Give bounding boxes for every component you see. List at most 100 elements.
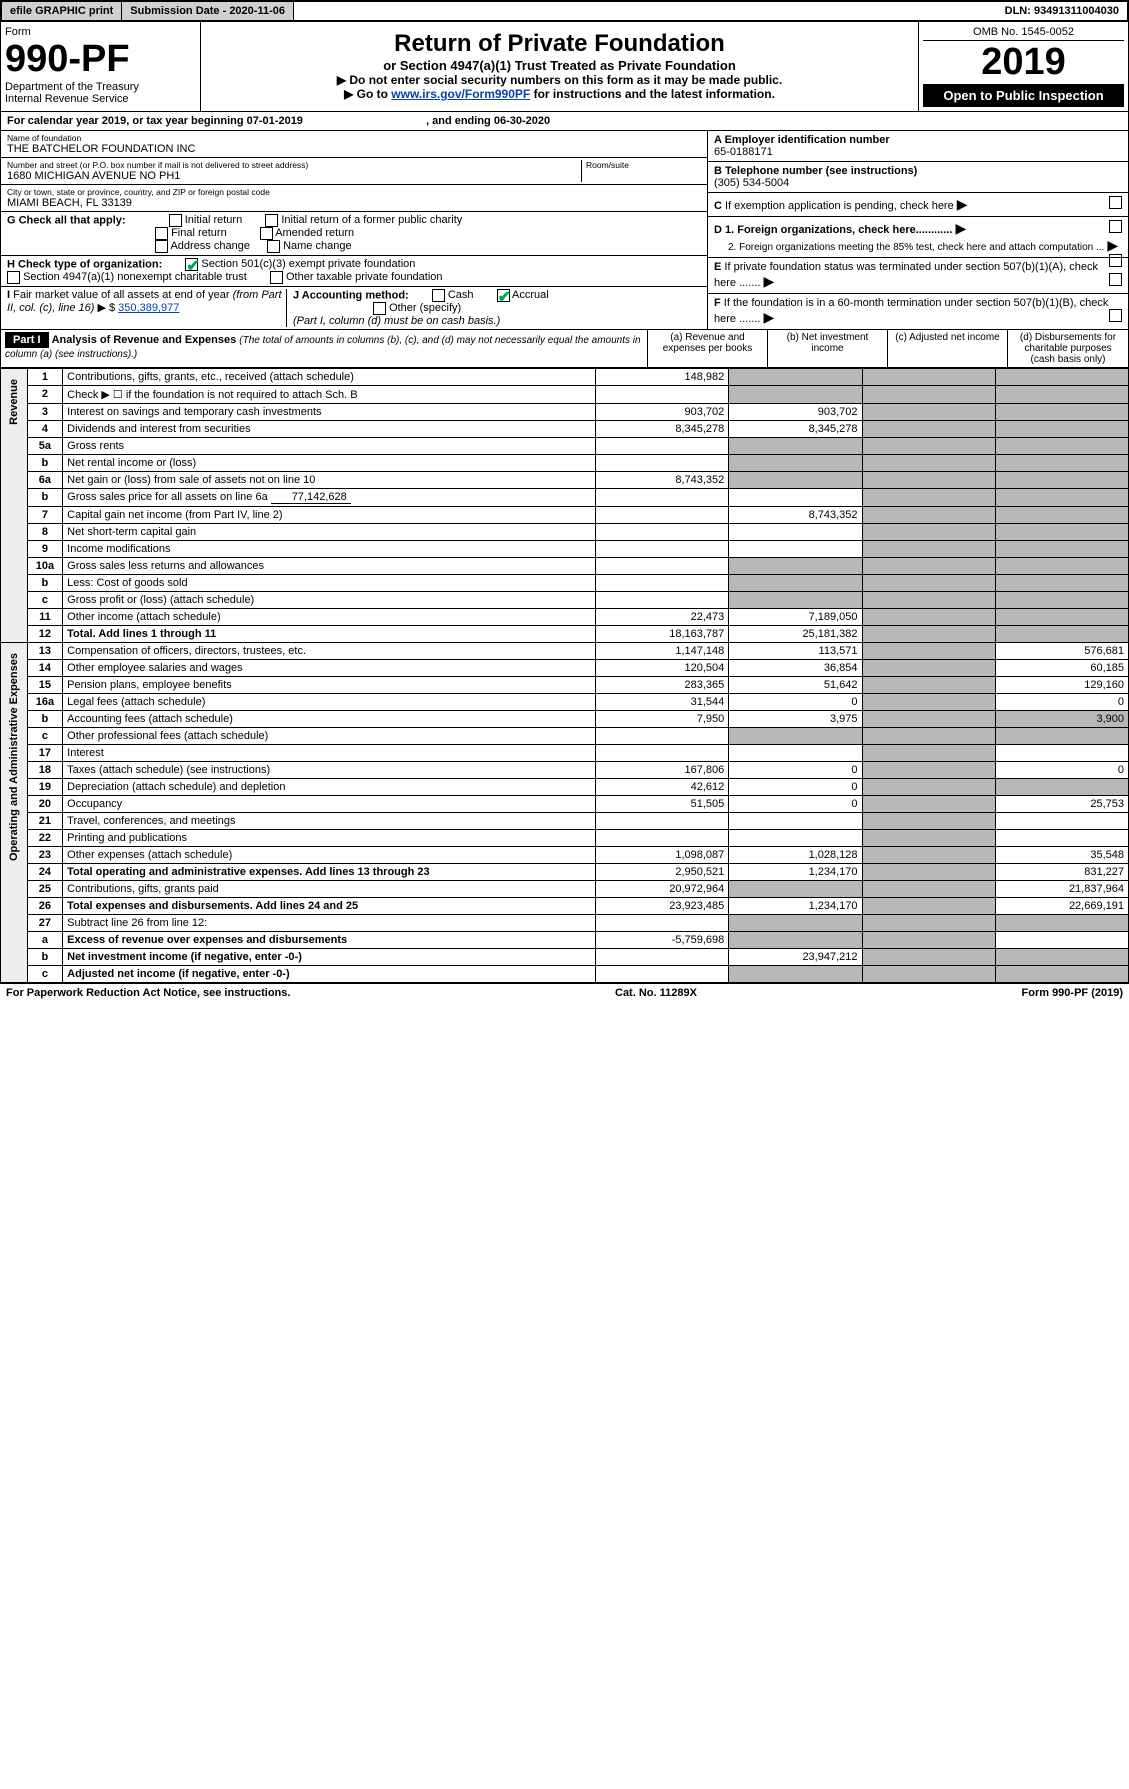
cell-value bbox=[862, 881, 995, 898]
cell-value bbox=[862, 966, 995, 983]
cell-value: 7,189,050 bbox=[729, 609, 862, 626]
fmv-link[interactable]: 350,389,977 bbox=[118, 302, 179, 314]
initial-return-checkbox[interactable] bbox=[169, 214, 182, 227]
form-number: 990-PF bbox=[5, 38, 196, 81]
foreign-85-checkbox[interactable] bbox=[1109, 254, 1122, 267]
cell-value: 51,505 bbox=[596, 796, 729, 813]
cell-value: 0 bbox=[729, 796, 862, 813]
cell-value bbox=[862, 779, 995, 796]
table-row: 21Travel, conferences, and meetings bbox=[1, 813, 1129, 830]
line-number: b bbox=[27, 455, 63, 472]
cell-value bbox=[596, 575, 729, 592]
submission-date-button[interactable]: Submission Date - 2020-11-06 bbox=[122, 2, 294, 20]
cell-value bbox=[862, 404, 995, 421]
cell-value bbox=[729, 745, 862, 762]
line-description: Other expenses (attach schedule) bbox=[63, 847, 596, 864]
line-number: 18 bbox=[27, 762, 63, 779]
line-number: b bbox=[27, 711, 63, 728]
final-return-checkbox[interactable] bbox=[155, 227, 168, 240]
other-taxable-checkbox[interactable] bbox=[270, 271, 283, 284]
accrual-checkbox[interactable] bbox=[497, 289, 510, 302]
efile-print-button[interactable]: efile GRAPHIC print bbox=[2, 2, 122, 20]
d2-label: 2. Foreign organizations meeting the 85%… bbox=[714, 242, 1104, 253]
cell-value: 0 bbox=[729, 762, 862, 779]
cell-value bbox=[995, 558, 1128, 575]
507b1b-checkbox[interactable] bbox=[1109, 309, 1122, 322]
line-description: Accounting fees (attach schedule) bbox=[63, 711, 596, 728]
cell-value bbox=[862, 386, 995, 404]
cell-value bbox=[995, 813, 1128, 830]
table-row: Operating and Administrative Expenses13C… bbox=[1, 643, 1129, 660]
address-label: Number and street (or P.O. box number if… bbox=[7, 160, 581, 170]
cell-value bbox=[862, 626, 995, 643]
cell-value bbox=[995, 524, 1128, 541]
cell-value: 3,975 bbox=[729, 711, 862, 728]
tax-year-begin: 07-01-2019 bbox=[247, 115, 303, 127]
line-description: Dividends and interest from securities bbox=[63, 421, 596, 438]
cell-value: 23,947,212 bbox=[729, 949, 862, 966]
4947-checkbox[interactable] bbox=[7, 271, 20, 284]
cell-value: 31,544 bbox=[596, 694, 729, 711]
amended-return-checkbox[interactable] bbox=[260, 227, 273, 240]
cell-value bbox=[995, 507, 1128, 524]
cell-value bbox=[995, 830, 1128, 847]
table-row: 25Contributions, gifts, grants paid20,97… bbox=[1, 881, 1129, 898]
cell-value bbox=[729, 369, 862, 386]
cell-value bbox=[862, 643, 995, 660]
cell-value bbox=[729, 813, 862, 830]
line-description: Occupancy bbox=[63, 796, 596, 813]
foreign-org-checkbox[interactable] bbox=[1109, 220, 1122, 233]
table-row: 16aLegal fees (attach schedule)31,54400 bbox=[1, 694, 1129, 711]
dept-label: Department of the Treasury bbox=[5, 81, 196, 93]
line-number: 1 bbox=[27, 369, 63, 386]
line-number: 13 bbox=[27, 643, 63, 660]
cell-value bbox=[995, 489, 1128, 507]
cell-value bbox=[729, 524, 862, 541]
cell-value: 36,854 bbox=[729, 660, 862, 677]
table-row: 5aGross rents bbox=[1, 438, 1129, 455]
cell-value: 903,702 bbox=[729, 404, 862, 421]
cell-value: -5,759,698 bbox=[596, 932, 729, 949]
507b1a-checkbox[interactable] bbox=[1109, 273, 1122, 286]
cell-value: 129,160 bbox=[995, 677, 1128, 694]
cell-value bbox=[995, 438, 1128, 455]
cell-value bbox=[995, 779, 1128, 796]
cell-value bbox=[862, 796, 995, 813]
cell-value bbox=[862, 592, 995, 609]
cell-value: 8,743,352 bbox=[596, 472, 729, 489]
other-method-checkbox[interactable] bbox=[373, 302, 386, 315]
line-description: Excess of revenue over expenses and disb… bbox=[63, 932, 596, 949]
cell-value: 35,548 bbox=[995, 847, 1128, 864]
form990pf-link[interactable]: www.irs.gov/Form990PF bbox=[391, 87, 530, 101]
cell-value bbox=[995, 472, 1128, 489]
initial-public-checkbox[interactable] bbox=[265, 214, 278, 227]
cell-value bbox=[729, 592, 862, 609]
exemption-pending-checkbox[interactable] bbox=[1109, 196, 1122, 209]
501c3-checkbox[interactable] bbox=[185, 258, 198, 271]
cell-value bbox=[862, 813, 995, 830]
address-change-checkbox[interactable] bbox=[155, 240, 168, 253]
tax-year: 2019 bbox=[923, 41, 1124, 84]
cell-value: 25,181,382 bbox=[729, 626, 862, 643]
cell-value: 18,163,787 bbox=[596, 626, 729, 643]
line-number: b bbox=[27, 949, 63, 966]
cell-value bbox=[729, 932, 862, 949]
name-change-checkbox[interactable] bbox=[267, 240, 280, 253]
line-number: c bbox=[27, 728, 63, 745]
cell-value: 1,234,170 bbox=[729, 864, 862, 881]
line-description: Adjusted net income (if negative, enter … bbox=[63, 966, 596, 983]
table-row: 6aNet gain or (loss) from sale of assets… bbox=[1, 472, 1129, 489]
cell-value bbox=[862, 507, 995, 524]
cash-checkbox[interactable] bbox=[432, 289, 445, 302]
cell-value bbox=[862, 762, 995, 779]
line-description: Less: Cost of goods sold bbox=[63, 575, 596, 592]
table-row: 2Check ▶ ☐ if the foundation is not requ… bbox=[1, 386, 1129, 404]
cell-value bbox=[596, 455, 729, 472]
line-number: 5a bbox=[27, 438, 63, 455]
cell-value bbox=[862, 438, 995, 455]
cell-value bbox=[995, 626, 1128, 643]
cell-value bbox=[862, 728, 995, 745]
line-description: Net investment income (if negative, ente… bbox=[63, 949, 596, 966]
line-description: Check ▶ ☐ if the foundation is not requi… bbox=[63, 386, 596, 404]
cell-value: 2,950,521 bbox=[596, 864, 729, 881]
